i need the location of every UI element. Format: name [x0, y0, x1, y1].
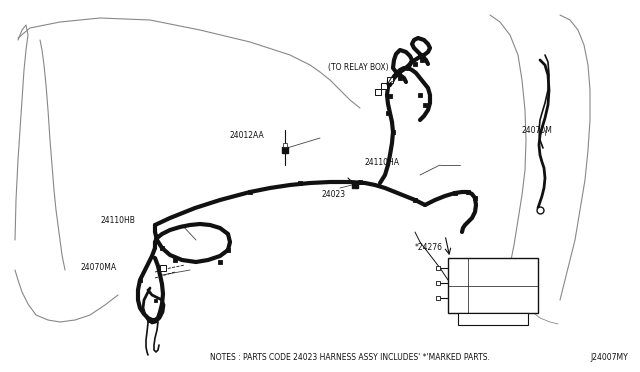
Bar — [138, 279, 141, 282]
Bar — [473, 196, 477, 200]
Bar — [418, 93, 422, 97]
Bar — [173, 258, 177, 262]
Text: 24070MA: 24070MA — [80, 263, 116, 273]
Text: 24070M: 24070M — [522, 125, 553, 135]
Bar — [358, 180, 362, 184]
Bar — [160, 246, 164, 250]
Bar — [298, 181, 301, 185]
Bar — [375, 89, 381, 95]
Bar — [423, 103, 427, 107]
Bar — [387, 77, 393, 83]
Bar — [420, 58, 424, 62]
Bar — [248, 190, 252, 194]
Bar — [147, 318, 150, 321]
Bar — [388, 94, 392, 98]
Text: NOTES : PARTS CODE 24023 HARNESS ASSY INCLUDES' *'MARKED PARTS.: NOTES : PARTS CODE 24023 HARNESS ASSY IN… — [210, 353, 490, 362]
Text: J24007MY: J24007MY — [590, 353, 628, 362]
Bar — [453, 191, 457, 195]
Bar — [413, 62, 417, 66]
Bar — [218, 260, 221, 264]
Text: (TO RELAY BOX): (TO RELAY BOX) — [328, 62, 388, 71]
Bar — [154, 298, 157, 301]
Text: *24276: *24276 — [415, 244, 443, 253]
Bar — [381, 83, 387, 89]
Text: 24023: 24023 — [322, 189, 346, 199]
Bar — [391, 130, 395, 134]
Text: 24110HA: 24110HA — [365, 157, 400, 167]
Bar — [387, 111, 390, 115]
Bar — [398, 76, 402, 80]
Bar — [406, 66, 410, 70]
Bar — [458, 313, 528, 325]
Bar — [467, 190, 470, 194]
Text: 24012AA: 24012AA — [230, 131, 265, 140]
Bar — [448, 258, 538, 313]
Text: 24110HB: 24110HB — [100, 215, 135, 224]
Bar — [413, 198, 417, 202]
Bar — [227, 248, 230, 252]
